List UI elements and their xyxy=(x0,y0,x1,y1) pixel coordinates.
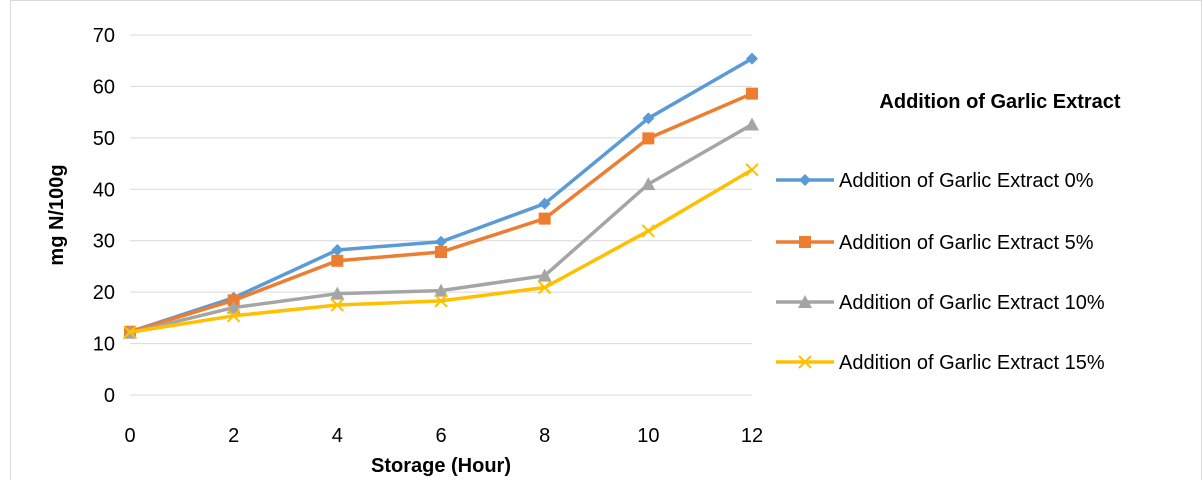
data-point xyxy=(746,52,758,65)
data-point xyxy=(538,197,551,210)
y-axis-title: mg N/100g xyxy=(46,164,68,265)
data-point xyxy=(537,280,552,295)
data-point xyxy=(330,286,345,300)
legend-item: Addition of Garlic Extract 5% xyxy=(776,232,1094,254)
y-tick-label: 50 xyxy=(93,128,115,150)
data-point xyxy=(435,235,447,248)
series-2 xyxy=(123,117,759,339)
data-point xyxy=(226,309,241,323)
legend-item: Addition of Garlic Extract 0% xyxy=(776,170,1094,192)
data-point xyxy=(331,243,344,256)
data-point xyxy=(538,212,551,225)
data-point xyxy=(435,246,447,259)
y-tick-label: 10 xyxy=(93,334,115,356)
data-point xyxy=(227,294,240,307)
x-tick-label: 4 xyxy=(332,425,343,447)
y-tick-label: 20 xyxy=(93,282,115,304)
data-point xyxy=(331,254,344,267)
data-point xyxy=(745,117,759,131)
legend-title: Addition of Garlic Extract xyxy=(879,91,1120,113)
data-point xyxy=(746,87,758,100)
legend-label: Addition of Garlic Extract 15% xyxy=(839,352,1105,374)
legend-label: Addition of Garlic Extract 5% xyxy=(839,232,1094,254)
x-axis-ticks: 0 2 4 6 8 10 12 xyxy=(124,425,763,447)
data-point xyxy=(642,132,655,145)
legend-marker xyxy=(798,355,812,369)
legend: Addition of Garlic Extract 0% Addition of… xyxy=(776,170,1105,374)
data-point xyxy=(434,283,448,297)
y-tick-label: 60 xyxy=(93,76,115,98)
x-tick-label: 6 xyxy=(435,425,446,447)
legend-marker xyxy=(799,236,811,248)
legend-marker xyxy=(799,174,811,186)
y-tick-label: 40 xyxy=(93,179,115,201)
gridlines xyxy=(130,34,752,396)
legend-label: Addition of Garlic Extract 10% xyxy=(839,292,1105,314)
legend-item: Addition of Garlic Extract 15% xyxy=(776,352,1105,374)
x-tick-label: 12 xyxy=(741,425,763,447)
data-point xyxy=(641,177,656,191)
chart-frame xyxy=(10,0,1202,480)
legend-item: Addition of Garlic Extract 10% xyxy=(776,292,1105,314)
data-point xyxy=(123,325,137,339)
y-tick-label: 70 xyxy=(93,25,115,47)
data-point xyxy=(226,300,241,314)
data-point xyxy=(642,112,655,125)
data-point xyxy=(434,294,448,308)
series-lines xyxy=(123,52,759,339)
data-point xyxy=(745,163,759,177)
y-tick-label: 30 xyxy=(93,231,115,253)
y-axis-ticks: 0 10 20 30 40 50 60 70 xyxy=(93,25,115,407)
y-tick-label: 0 xyxy=(104,385,115,407)
x-tick-label: 0 xyxy=(124,425,135,447)
data-point xyxy=(537,268,552,282)
x-tick-label: 8 xyxy=(539,425,550,447)
x-tick-label: 10 xyxy=(637,425,659,447)
x-axis-title: Storage (Hour) xyxy=(371,455,511,477)
x-tick-label: 2 xyxy=(228,425,239,447)
data-point xyxy=(330,298,345,312)
legend-label: Addition of Garlic Extract 0% xyxy=(839,170,1094,192)
series-3 xyxy=(123,163,759,339)
data-point xyxy=(641,224,656,238)
legend-marker xyxy=(798,295,812,308)
